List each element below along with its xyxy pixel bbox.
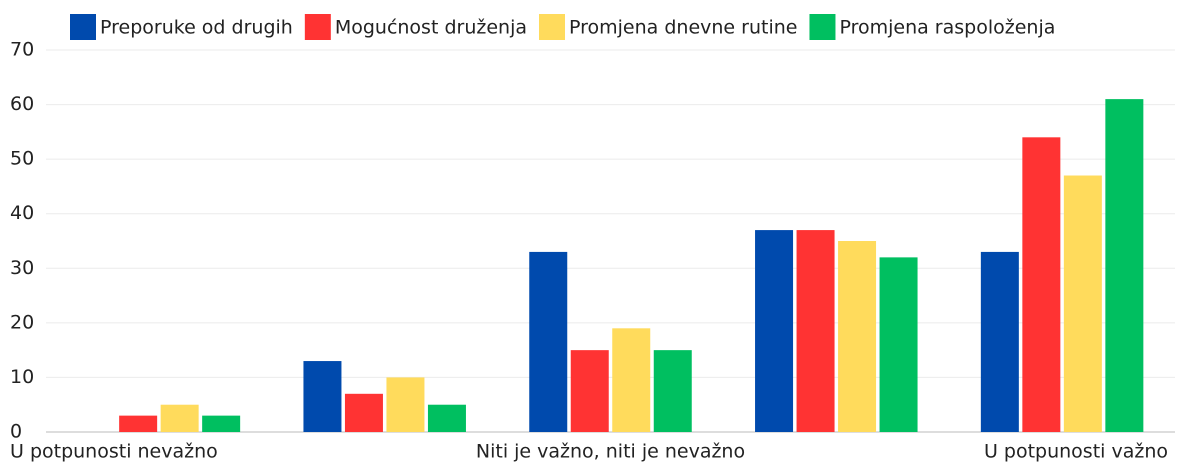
legend-label: Mogućnost druženja: [335, 17, 527, 39]
legend-label: Promjena raspoloženja: [839, 17, 1055, 39]
x-tick-label: U potpunosti nevažno: [10, 441, 218, 463]
bar: [160, 404, 199, 432]
bar: [838, 241, 877, 432]
bar: [386, 377, 425, 432]
x-tick-label: Niti je važno, niti je nevažno: [476, 441, 745, 463]
bar: [202, 415, 241, 432]
legend-swatch: [304, 14, 331, 40]
bar: [303, 361, 342, 432]
bar: [612, 328, 651, 432]
bar: [653, 350, 692, 432]
bar: [980, 251, 1019, 432]
y-tick-label: 30: [10, 257, 34, 279]
legend-label: Preporuke od drugih: [100, 17, 293, 39]
bar: [427, 404, 466, 432]
x-tick-label: U potpunosti važno: [984, 441, 1168, 463]
y-tick-label: 0: [10, 421, 22, 443]
bar: [879, 257, 918, 432]
bar: [1022, 137, 1061, 433]
bar: [1063, 175, 1102, 432]
y-tick-label: 40: [10, 202, 34, 224]
bar: [796, 230, 835, 432]
y-tick-label: 10: [10, 366, 34, 388]
y-tick-label: 20: [10, 311, 34, 333]
bar: [344, 393, 383, 432]
y-tick-label: 60: [10, 93, 34, 115]
legend-label: Promjena dnevne rutine: [569, 17, 797, 39]
bar: [570, 350, 609, 432]
legend-swatch: [70, 14, 96, 40]
bar: [529, 251, 568, 432]
bar: [119, 415, 158, 432]
bar: [1105, 99, 1144, 432]
legend-swatch: [809, 14, 836, 40]
legend-swatch: [539, 14, 565, 40]
y-tick-label: 50: [10, 148, 34, 170]
y-tick-label: 70: [10, 39, 34, 61]
bar: [755, 230, 794, 432]
